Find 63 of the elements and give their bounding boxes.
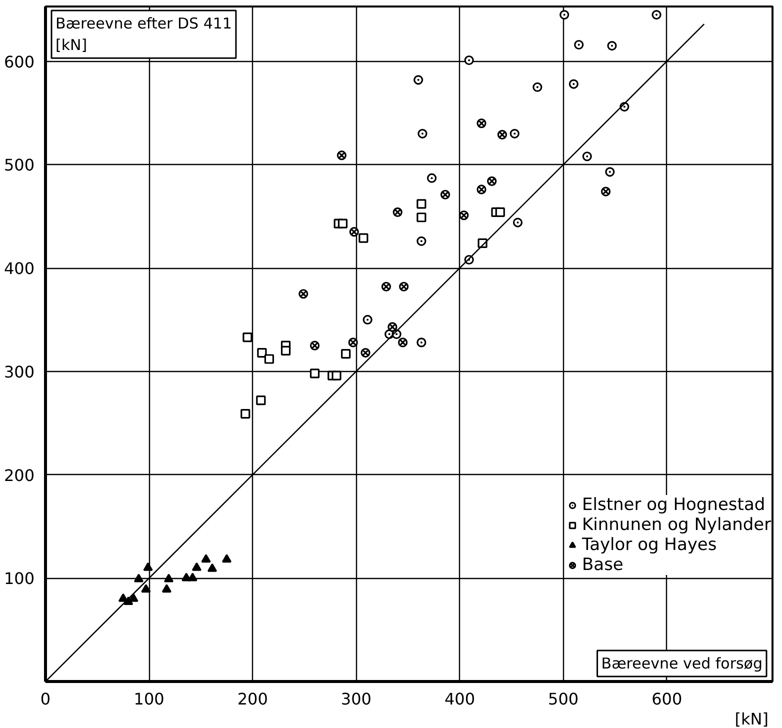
point	[264, 354, 274, 364]
point	[416, 199, 426, 209]
point	[362, 314, 372, 324]
point	[201, 554, 211, 563]
point	[510, 128, 520, 138]
text: [kN]	[734, 710, 768, 728]
point	[414, 75, 424, 85]
point	[256, 396, 266, 406]
point	[532, 82, 542, 92]
point	[188, 572, 198, 582]
point	[416, 338, 426, 348]
point	[358, 233, 368, 243]
x-axis-title: Bæreevne ved forsøg	[601, 654, 763, 672]
point	[118, 593, 128, 602]
x-tick-label: 400	[444, 690, 476, 708]
point	[495, 207, 505, 218]
legend-label: Kinnunen og Nylander	[582, 515, 772, 535]
point	[512, 218, 523, 228]
point	[143, 562, 153, 571]
x-tick-label: 100	[134, 690, 164, 708]
point	[426, 173, 437, 183]
legend-label: Taylor og Hayes	[582, 535, 717, 555]
x-tick-label: 300	[340, 690, 372, 708]
point	[464, 55, 474, 66]
point	[341, 349, 351, 359]
y-tick-label: 200	[4, 466, 35, 485]
x-tick-label: 0	[40, 690, 51, 708]
point	[128, 593, 138, 602]
point	[416, 236, 426, 246]
point	[310, 368, 320, 378]
y-axis-title: Bæreevne efter DS 411 [kN]	[56, 14, 232, 54]
y-tick-label: 100	[4, 569, 35, 588]
x-tick-label: 500	[548, 690, 579, 708]
point	[560, 10, 570, 20]
y-tick-label: 500	[4, 156, 35, 175]
x-tick-label: 200	[237, 690, 268, 708]
point	[605, 167, 615, 177]
legend-label: Elstner og Hognestad	[582, 495, 766, 515]
point	[418, 128, 428, 138]
point	[280, 346, 291, 356]
y-tick-label: 300	[4, 362, 35, 382]
y-tick-label: 600	[4, 52, 35, 72]
point	[582, 152, 592, 162]
x-tick-label: 600	[652, 690, 682, 708]
point	[652, 10, 662, 20]
point	[207, 563, 218, 572]
point	[222, 554, 232, 563]
point	[338, 218, 348, 228]
point	[192, 562, 202, 571]
point	[568, 79, 578, 89]
point	[416, 212, 426, 222]
point	[240, 408, 250, 419]
point	[574, 40, 584, 50]
point	[242, 332, 252, 342]
point	[141, 584, 151, 593]
point	[257, 348, 267, 358]
point	[332, 370, 342, 380]
point	[607, 40, 617, 51]
point	[134, 574, 144, 582]
y-tick-label: 400	[4, 259, 35, 278]
legend-label: Base	[582, 555, 624, 575]
point	[162, 584, 172, 593]
point	[164, 574, 174, 582]
